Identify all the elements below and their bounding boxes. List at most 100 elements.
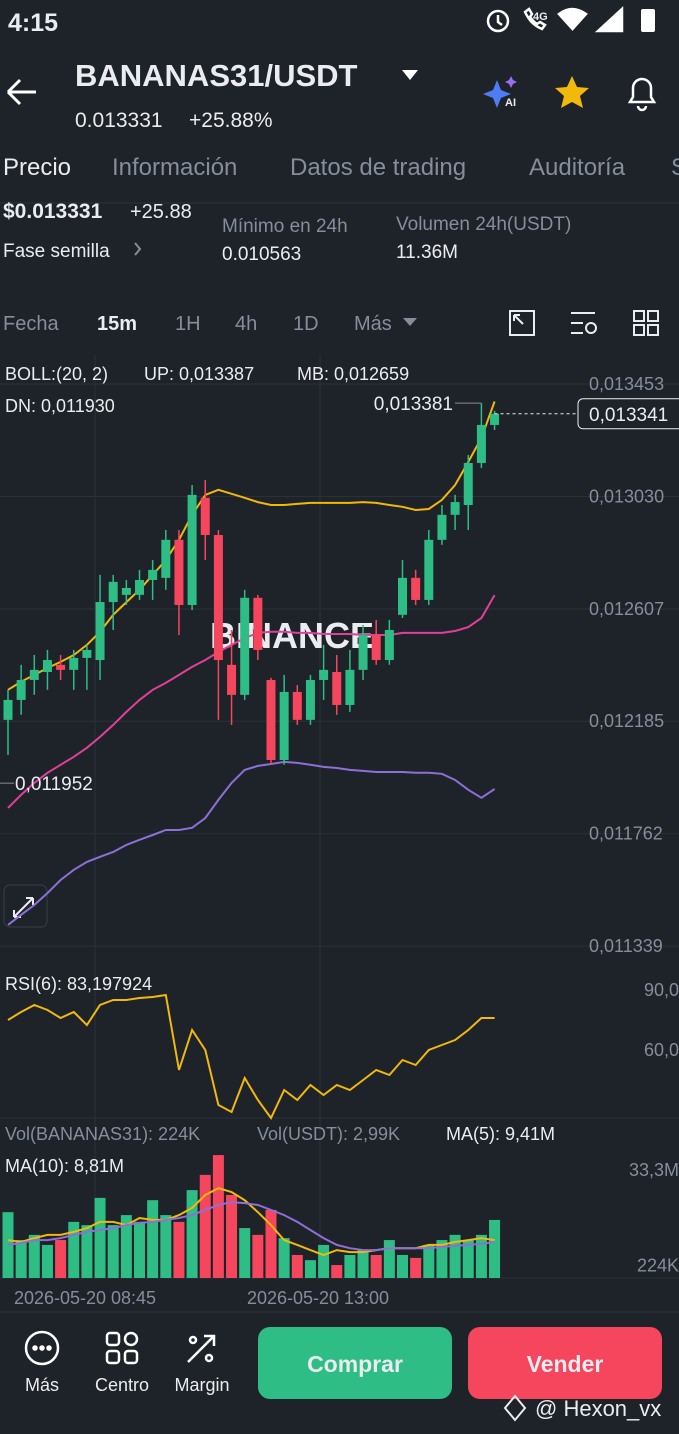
back-button[interactable] (6, 78, 36, 106)
candle-body (200, 497, 210, 536)
candle-body (411, 577, 421, 600)
legend: DN: 0,011930 (5, 396, 115, 416)
tab[interactable]: S (671, 154, 679, 181)
volume-bar (489, 1219, 501, 1278)
candle-body (69, 657, 79, 670)
volume-bar (28, 1234, 40, 1278)
nav-label[interactable]: Margin (174, 1375, 229, 1395)
stat-value: 0.010563 (222, 244, 301, 265)
stat-tag[interactable]: Fase semilla (3, 241, 110, 262)
volume-bar (278, 1238, 290, 1278)
volume-bar (134, 1221, 145, 1278)
legend: MA(5): 9,41M (446, 1124, 555, 1144)
volume-bar (68, 1221, 80, 1278)
buy-button[interactable] (258, 1327, 452, 1399)
legend: RSI(6): 83,197924 (5, 974, 152, 994)
volume-bar (41, 1244, 53, 1278)
candle-body (42, 660, 52, 672)
timeframe[interactable]: Fecha (3, 313, 59, 335)
candle-body (82, 649, 92, 658)
tab[interactable]: Datos de trading (290, 154, 466, 181)
candle-body (266, 679, 276, 761)
volume-bar (436, 1240, 448, 1278)
candle-body (450, 502, 460, 515)
nav-label[interactable]: Centro (95, 1375, 149, 1395)
status-icons (486, 6, 655, 33)
volume-bar (226, 1194, 238, 1278)
candle-body (398, 577, 407, 615)
volume-ma-line (7, 1201, 495, 1252)
header-change: +25.88% (189, 109, 273, 132)
volume-bar (475, 1234, 487, 1278)
candle-body (358, 635, 368, 670)
volume-bar (239, 1228, 251, 1278)
timeframe[interactable]: 1D (293, 313, 319, 335)
y-tick-label: 0,013030 (589, 486, 664, 506)
network: 4G (533, 11, 548, 23)
volume-bar (449, 1234, 461, 1278)
low-label: 0,011952 (15, 774, 93, 795)
ai-button[interactable]: AI (483, 76, 517, 109)
candle-body (3, 699, 13, 720)
volume-bar (291, 1254, 303, 1278)
watermark: @ Hexon_vx (535, 1396, 661, 1421)
candle-body (305, 679, 315, 720)
candle-body (253, 597, 263, 650)
pair-dropdown[interactable] (402, 70, 418, 80)
watermark-icon (503, 1394, 527, 1422)
volume-bar (410, 1257, 422, 1278)
candle-body (56, 664, 66, 670)
stat-label: Mínimo en 24h (222, 216, 348, 237)
volume-bar (55, 1240, 67, 1278)
y-tick-label: 0,011339 (589, 936, 663, 956)
timeframe[interactable]: 15m (97, 313, 137, 335)
volume-bar (147, 1200, 159, 1278)
volume-bar (304, 1260, 316, 1278)
tab[interactable]: Precio (3, 154, 71, 181)
stat-change: +25.88 (130, 201, 192, 223)
timeframe[interactable]: 4h (235, 313, 257, 335)
timeframe[interactable]: Más (354, 313, 392, 335)
volume-bar (331, 1265, 343, 1278)
volume-bar (252, 1234, 264, 1278)
buy-label[interactable]: Comprar (307, 1351, 403, 1377)
y-tick-label: 0,013453 (589, 374, 664, 394)
candle-body (279, 691, 289, 761)
candle-body (148, 569, 158, 580)
boll-line (7, 760, 496, 926)
candle-body (16, 679, 26, 700)
plots: 0,013453 0,013030 0,012607 0,012185 0,011762… (0, 374, 679, 1278)
volume-bar (212, 1155, 224, 1278)
candle-body (174, 539, 184, 605)
volume-bar (94, 1197, 106, 1278)
volume-bar (199, 1174, 211, 1278)
volume-bar (81, 1225, 93, 1278)
pair-title[interactable]: BANANAS31/USDT (75, 58, 358, 93)
dropdown[interactable] (403, 318, 417, 326)
sell-label[interactable]: Vender (527, 1351, 604, 1377)
chart-tools[interactable] (509, 310, 659, 336)
status-time: 4:15 (8, 9, 58, 37)
tab[interactable]: Auditoría (529, 154, 626, 181)
volume-bar (370, 1254, 382, 1278)
tab[interactable]: Información (112, 154, 237, 181)
sell-button[interactable] (468, 1327, 662, 1399)
high-label: 0,013381 (374, 394, 453, 415)
header-price: 0.013331 (75, 109, 163, 132)
y-tick-label: 224K (637, 1255, 679, 1275)
nav-label[interactable]: Más (25, 1375, 59, 1395)
y-tick-label: 0,012607 (589, 599, 664, 619)
alert-bell[interactable] (627, 77, 657, 112)
volume-bar (186, 1190, 198, 1278)
volume-bar (2, 1212, 14, 1278)
volume-bar (423, 1244, 435, 1278)
candle-body (476, 424, 486, 463)
timeframe[interactable]: 1H (175, 313, 201, 335)
y-tick-label: 0,011762 (589, 824, 663, 844)
favorite-star[interactable] (555, 76, 589, 108)
volume-bar (160, 1215, 172, 1278)
candle-body (187, 494, 197, 605)
volume-bar (383, 1240, 395, 1278)
volume-bar (15, 1240, 27, 1278)
